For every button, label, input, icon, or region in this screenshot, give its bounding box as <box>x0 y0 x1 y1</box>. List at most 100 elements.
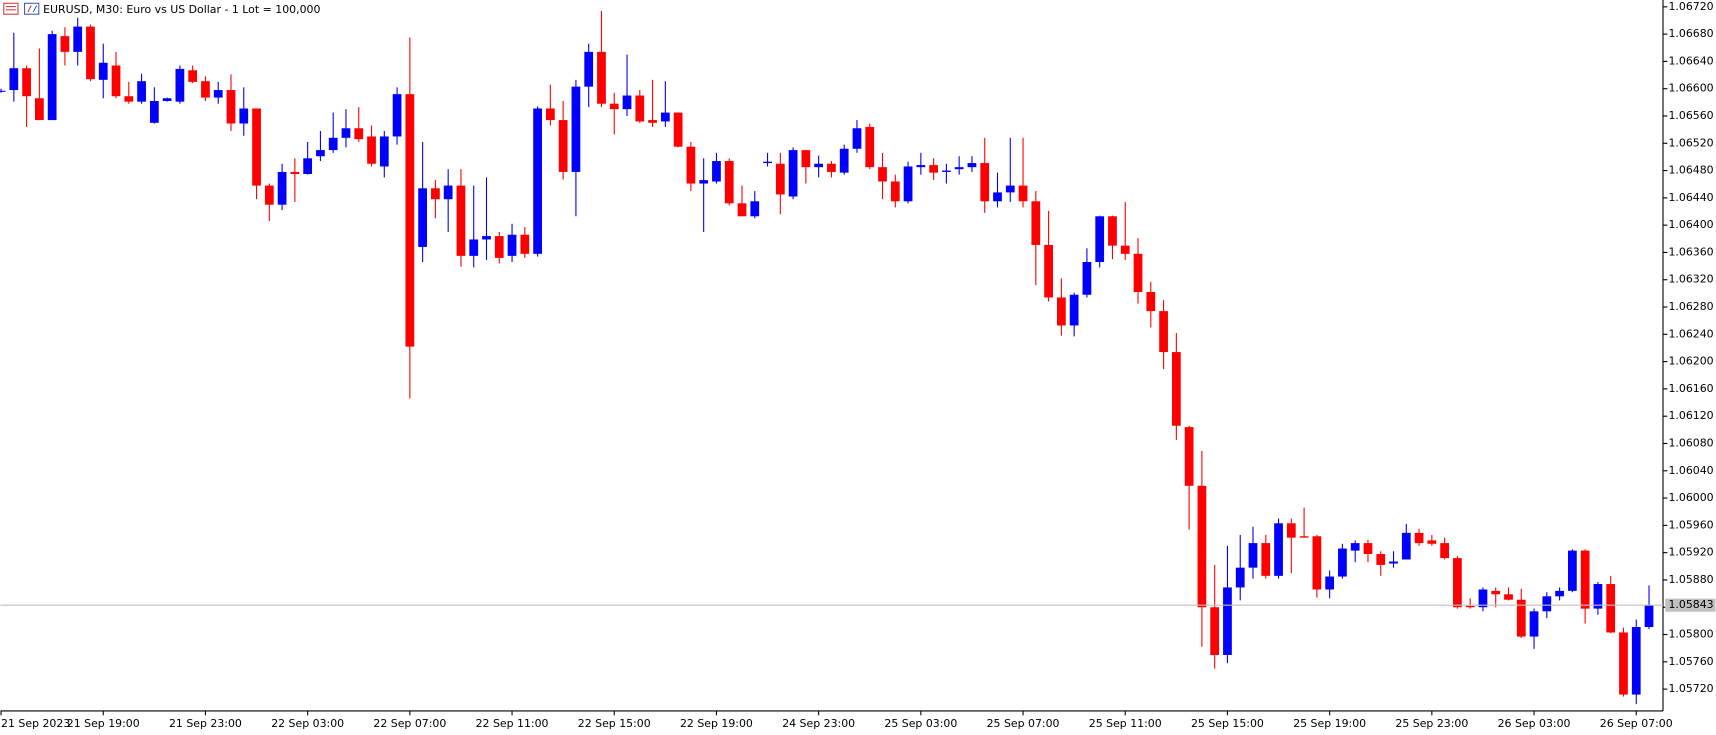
y-tick-label: 1.06040 <box>1668 464 1713 477</box>
candle-body <box>775 163 785 195</box>
candle-body <box>942 170 951 172</box>
candle-body <box>1516 599 1526 637</box>
candle-body <box>827 163 836 172</box>
candle-body <box>1440 543 1449 559</box>
candle-body <box>1299 536 1309 538</box>
x-tick-label: 25 Sep 23:00 <box>1395 717 1468 730</box>
candle-body <box>712 161 721 182</box>
candle-body <box>239 108 249 124</box>
candle-body <box>1350 543 1360 551</box>
candle-body <box>1235 567 1245 588</box>
candle-body <box>1376 554 1386 565</box>
y-tick-label: 1.06240 <box>1668 327 1713 340</box>
candle-body <box>520 234 530 254</box>
candle-body <box>0 90 6 92</box>
y-tick-label: 1.06000 <box>1668 491 1713 504</box>
candle-body <box>1286 523 1296 538</box>
candle-body <box>303 158 313 174</box>
candle-body <box>1005 185 1015 193</box>
candle-body <box>737 203 747 217</box>
candle-body <box>673 112 683 147</box>
candle-body <box>1146 292 1156 312</box>
x-tick-label: 22 Sep 15:00 <box>578 717 651 730</box>
candle-body <box>482 236 491 240</box>
y-tick-label: 1.06600 <box>1668 82 1713 95</box>
candle-body <box>277 171 287 205</box>
candle-body <box>418 188 427 247</box>
icon-line <box>32 5 38 13</box>
candle-body <box>699 180 709 184</box>
candle-body <box>456 185 466 256</box>
y-tick-label: 1.06440 <box>1668 191 1713 204</box>
y-tick-label: 1.05880 <box>1668 573 1713 586</box>
x-tick-label: 22 Sep 11:00 <box>476 717 549 730</box>
candle-body <box>660 112 670 122</box>
x-tick-label: 21 Sep 2023 <box>1 717 70 730</box>
candle-body <box>1414 532 1424 544</box>
candle-body <box>1120 245 1130 254</box>
candle-body <box>34 98 44 121</box>
candle-body <box>1159 311 1168 353</box>
x-tick-label: 25 Sep 11:00 <box>1089 717 1162 730</box>
x-tick-label: 26 Sep 03:00 <box>1498 717 1571 730</box>
candle-body <box>1248 543 1258 568</box>
candle-body <box>545 108 555 121</box>
candle-body <box>175 68 185 102</box>
candle-body <box>73 26 83 52</box>
candle-body <box>1312 536 1322 590</box>
y-tick-label: 1.06200 <box>1668 355 1713 368</box>
candle-body <box>993 192 1002 202</box>
candle-body <box>213 90 223 98</box>
y-tick-label: 1.06640 <box>1668 54 1713 67</box>
candle-body <box>1082 261 1092 295</box>
candle-body <box>686 146 696 184</box>
y-tick-label: 1.05800 <box>1668 628 1713 641</box>
candle-body <box>1044 244 1053 298</box>
candle-body <box>1197 485 1207 608</box>
x-tick-label: 25 Sep 03:00 <box>884 717 957 730</box>
candle-body <box>1210 607 1220 655</box>
y-tick-label: 1.05760 <box>1668 655 1713 668</box>
candle-body <box>1491 590 1501 595</box>
candle-body <box>1095 216 1105 262</box>
candle-body <box>1401 532 1411 560</box>
current-price-box <box>1665 598 1716 612</box>
candle-body <box>354 128 364 140</box>
candle-body <box>9 68 19 91</box>
candle-body <box>1567 550 1577 591</box>
candle-body <box>929 165 938 173</box>
candle-body <box>469 239 479 256</box>
candle-body <box>86 26 95 80</box>
candle-body <box>1478 589 1488 608</box>
candle-body <box>188 70 198 82</box>
candle-body <box>954 167 964 170</box>
y-tick-label: 1.06720 <box>1668 0 1713 13</box>
candle-body <box>852 128 862 149</box>
candle-body <box>1069 294 1079 326</box>
candle-body <box>1580 550 1590 609</box>
candle-body <box>1619 632 1628 695</box>
candle-body <box>609 103 619 110</box>
candle-body <box>890 181 900 202</box>
candle-body <box>763 161 772 164</box>
candle-body <box>405 94 415 347</box>
candle-body <box>201 81 210 98</box>
chart-title: EURUSD, M30: Euro vs US Dollar - 1 Lot =… <box>43 3 320 16</box>
candle-body <box>137 81 146 102</box>
candle-body <box>865 126 875 168</box>
candle-body <box>1606 584 1616 633</box>
candle-body <box>226 90 236 124</box>
candle-body <box>1171 352 1181 426</box>
candle-body <box>1223 587 1232 655</box>
y-tick-label: 1.06360 <box>1668 245 1713 258</box>
candle-body <box>1542 596 1552 612</box>
candle-body <box>967 163 977 168</box>
current-price-label: 1.05843 <box>1668 598 1713 611</box>
candle-body <box>1465 605 1475 608</box>
candle-body <box>622 95 632 110</box>
y-tick-label: 1.06560 <box>1668 109 1713 122</box>
candle-body <box>1427 540 1437 544</box>
y-tick-label: 1.06080 <box>1668 436 1713 449</box>
candle-body <box>1631 627 1641 695</box>
